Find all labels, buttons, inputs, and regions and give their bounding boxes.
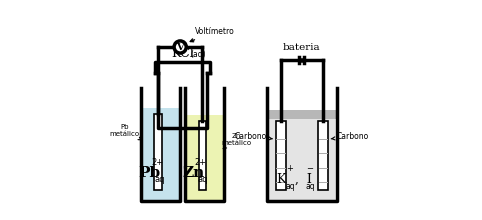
Text: Zn
metálico: Zn metálico: [222, 133, 252, 149]
Text: K: K: [276, 173, 286, 186]
Text: Carbono: Carbono: [235, 132, 272, 141]
Text: V: V: [176, 42, 184, 51]
FancyBboxPatch shape: [268, 119, 335, 200]
Bar: [199, 121, 206, 190]
Bar: [154, 114, 162, 190]
Text: aq: aq: [306, 182, 316, 191]
Text: Carbono: Carbono: [331, 132, 369, 141]
Text: +: +: [286, 164, 293, 173]
Text: 2+: 2+: [151, 158, 163, 167]
Bar: [267, 110, 336, 119]
FancyBboxPatch shape: [186, 116, 223, 200]
Text: bateria: bateria: [283, 43, 321, 52]
Text: (aq): (aq): [190, 50, 206, 59]
Text: −: −: [306, 164, 313, 173]
Text: KCl: KCl: [171, 47, 194, 60]
Text: aq: aq: [198, 175, 208, 184]
Circle shape: [174, 41, 186, 53]
Text: aq: aq: [286, 182, 295, 191]
Text: 2+: 2+: [195, 158, 207, 167]
Bar: [276, 121, 285, 190]
Text: ,  I: , I: [295, 173, 312, 186]
Text: Pb: Pb: [139, 166, 161, 180]
Text: Pb
metálico: Pb metálico: [110, 124, 141, 140]
Text: aq: aq: [154, 175, 165, 184]
Text: Zn: Zn: [182, 166, 204, 180]
Text: Voltímetro: Voltímetro: [190, 27, 235, 42]
FancyBboxPatch shape: [142, 108, 179, 200]
Bar: [318, 121, 328, 190]
